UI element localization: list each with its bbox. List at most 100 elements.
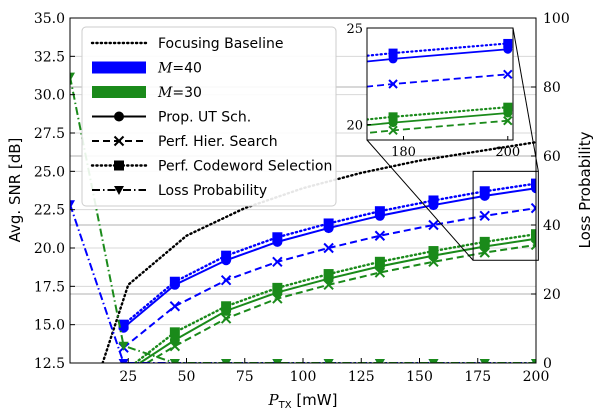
inset-data-point-6-7 bbox=[388, 112, 398, 122]
legend-label-3: Prop. UT Sch. bbox=[158, 110, 251, 126]
data-point-8-4 bbox=[272, 359, 283, 363]
legend-label-rest-2: =30 bbox=[172, 85, 202, 101]
data-point-2-3-stroke-b bbox=[272, 256, 283, 268]
x-tick-label-5: 150 bbox=[406, 369, 433, 385]
legend-label-5: Perf. Codeword Selection bbox=[158, 159, 332, 175]
inset-data-point-6-8 bbox=[503, 102, 513, 112]
data-point-5-5 bbox=[374, 267, 386, 278]
series-markers-5 bbox=[169, 239, 536, 352]
data-point-5-1 bbox=[169, 340, 181, 352]
x-axis-label-main: P bbox=[268, 391, 280, 409]
data-point-8-1 bbox=[118, 341, 129, 351]
legend-marker-4 bbox=[113, 135, 125, 147]
data-point-6-2 bbox=[221, 301, 232, 312]
data-point-3-1 bbox=[169, 276, 180, 287]
legend-label-1: M=40 bbox=[157, 61, 202, 77]
y-tick-label-4: 22.5 bbox=[34, 203, 65, 219]
data-point-3-6 bbox=[428, 195, 439, 206]
inset-data-point-2-8 bbox=[503, 69, 513, 80]
y-tick-label-9: 35.0 bbox=[34, 11, 65, 27]
data-point-8-9 bbox=[531, 359, 536, 363]
data-point-2-6-stroke-b bbox=[428, 219, 439, 231]
data-point-5-3-stroke-b bbox=[272, 293, 283, 304]
data-point-6-6 bbox=[428, 246, 439, 257]
inset-data-point-5-8 bbox=[503, 115, 513, 126]
y-tick-label-6: 27.5 bbox=[34, 126, 65, 142]
data-point-8-0 bbox=[70, 72, 75, 82]
x-tick-label-2: 75 bbox=[236, 369, 254, 385]
legend-entry-0: Focusing Baseline bbox=[90, 36, 283, 52]
y-axis-label: Avg. SNR [dB] bbox=[6, 138, 24, 243]
y-tick-label-5: 25.0 bbox=[34, 164, 65, 180]
data-point-6-5 bbox=[374, 256, 385, 267]
legend-label-italic-1: M bbox=[157, 61, 173, 77]
inset-y-tick-label-1: 25 bbox=[346, 22, 363, 37]
data-point-5-6-stroke-b bbox=[428, 256, 439, 268]
data-point-2-7 bbox=[479, 210, 490, 222]
inset-data-point-5-7-stroke-b bbox=[388, 125, 398, 136]
x-tick-label-4: 125 bbox=[348, 369, 375, 385]
data-point-8-3 bbox=[221, 359, 232, 363]
data-point-8-2 bbox=[169, 359, 180, 363]
data-point-5-8 bbox=[530, 239, 536, 251]
x-axis-label: PTX [mW] bbox=[268, 391, 338, 411]
data-point-2-4-stroke-b bbox=[323, 242, 334, 254]
data-point-8-8 bbox=[479, 359, 490, 363]
data-point-2-7-stroke-b bbox=[479, 210, 490, 222]
y2-axis-label: Loss Probability bbox=[576, 131, 594, 248]
inset-data-point-6-4 bbox=[39, 153, 48, 162]
legend-entry-3: Prop. UT Sch. bbox=[92, 110, 251, 126]
data-point-2-3 bbox=[272, 256, 283, 268]
data-point-5-5-stroke-b bbox=[374, 267, 386, 278]
x-tick-label-3: 100 bbox=[290, 369, 317, 385]
y-tick-label-2: 17.5 bbox=[34, 279, 65, 295]
data-point-3-4 bbox=[323, 218, 334, 229]
inset-frame bbox=[366, 27, 514, 141]
x-tick-label-1: 50 bbox=[178, 369, 196, 385]
inset-data-point-2-7-stroke-b bbox=[388, 79, 398, 89]
data-point-2-1 bbox=[169, 301, 181, 312]
y-tick-label-7: 30.0 bbox=[34, 88, 65, 104]
legend-entry-5: Perf. Codeword Selection bbox=[90, 159, 332, 175]
legend-swatch-1 bbox=[92, 61, 146, 74]
data-point-3-7 bbox=[479, 186, 490, 197]
y-tick-label-0: 12.5 bbox=[34, 356, 65, 372]
data-point-6-7 bbox=[479, 236, 490, 247]
y-tick-label-1: 15.0 bbox=[34, 318, 65, 334]
data-point-2-2-stroke-b bbox=[220, 274, 232, 286]
data-point-2-1-stroke-b bbox=[169, 301, 181, 312]
data-point-3-8 bbox=[531, 178, 536, 189]
series-line-0 bbox=[101, 140, 536, 363]
data-point-6-4 bbox=[323, 269, 334, 280]
data-point-6-1 bbox=[169, 327, 180, 338]
legend-label-0: Focusing Baseline bbox=[158, 36, 283, 52]
zoom-region-box bbox=[472, 170, 539, 261]
data-point-2-8-stroke-b bbox=[530, 206, 536, 214]
inset-series-markers-2 bbox=[388, 69, 513, 89]
legend-label-4: Perf. Hier. Search bbox=[158, 134, 278, 150]
data-point-5-8-stroke-b bbox=[530, 243, 536, 251]
data-point-3-5 bbox=[374, 206, 385, 217]
data-point-2-2 bbox=[220, 274, 232, 286]
data-point-5-4-stroke-b bbox=[323, 279, 334, 291]
series-markers-8 bbox=[70, 72, 536, 363]
y2-tick-label-1: 20 bbox=[543, 287, 561, 303]
data-point-5-2 bbox=[220, 313, 232, 324]
x-axis-label-sub: TX bbox=[278, 400, 292, 411]
y2-tick-label-5: 100 bbox=[543, 11, 570, 27]
data-point-3-2 bbox=[221, 250, 232, 261]
x-tick-label-7: 200 bbox=[523, 369, 550, 385]
data-point-7-1 bbox=[118, 359, 129, 363]
data-point-5-7 bbox=[479, 247, 490, 258]
x-tick-label-6: 175 bbox=[464, 369, 491, 385]
legend-label-6: Loss Probability bbox=[158, 183, 267, 199]
inset-data-point-2-7 bbox=[388, 79, 398, 89]
data-point-5-8-stroke-a bbox=[530, 239, 536, 247]
legend-label-2: M=30 bbox=[157, 85, 202, 101]
data-point-2-8-stroke-a bbox=[530, 202, 536, 210]
data-point-8-7 bbox=[428, 359, 439, 363]
series-line-3 bbox=[122, 182, 536, 326]
y2-tick-label-0: 0 bbox=[543, 356, 552, 372]
